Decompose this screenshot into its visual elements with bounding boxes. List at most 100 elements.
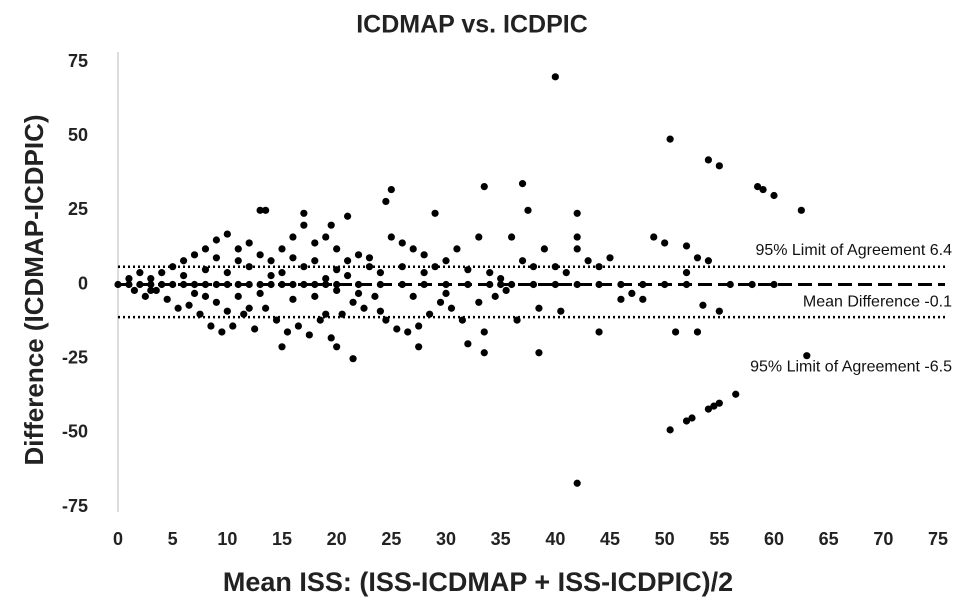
point [409, 245, 417, 253]
point [174, 304, 182, 312]
point [426, 310, 434, 318]
x-tick-label: 45 [600, 529, 620, 549]
point [458, 316, 466, 324]
point [333, 266, 341, 274]
point [595, 328, 603, 336]
point [256, 280, 264, 289]
point [529, 263, 538, 271]
x-tick-label: 70 [873, 529, 893, 549]
point [415, 343, 423, 351]
point [508, 233, 516, 241]
point [180, 280, 188, 289]
y-tick-label: 75 [68, 51, 88, 71]
point [387, 233, 395, 241]
point [223, 269, 231, 277]
point [436, 298, 445, 306]
point [693, 328, 702, 336]
point [693, 254, 702, 262]
point [267, 257, 275, 265]
point [136, 269, 144, 277]
point [371, 292, 379, 300]
point [480, 349, 488, 357]
point [573, 209, 581, 217]
y-tick-label: -25 [62, 347, 88, 367]
point [262, 206, 270, 214]
point [262, 304, 270, 312]
point [617, 295, 625, 303]
point [201, 292, 210, 300]
point [513, 316, 521, 324]
point [382, 316, 390, 324]
x-tick-label: 25 [381, 529, 401, 549]
point [387, 185, 395, 194]
point [130, 286, 138, 295]
point [333, 286, 341, 295]
point [322, 310, 330, 318]
point [201, 245, 210, 253]
point [551, 73, 559, 81]
annotation: 95% Limit of Agreement -6.5 [750, 358, 952, 375]
point [360, 304, 368, 312]
point [267, 280, 275, 289]
point [245, 239, 253, 247]
point [562, 269, 570, 277]
point [136, 280, 144, 289]
point [415, 322, 423, 330]
point [710, 402, 718, 410]
point [349, 355, 357, 363]
point [234, 245, 242, 253]
point [223, 307, 231, 315]
point [169, 280, 177, 289]
point [797, 206, 805, 214]
point [147, 274, 155, 283]
point [294, 322, 302, 330]
point [803, 352, 811, 360]
point [442, 280, 450, 289]
point [682, 269, 691, 277]
point [190, 280, 199, 289]
point [759, 185, 767, 194]
x-tick-label: 15 [272, 529, 292, 549]
point [125, 274, 133, 283]
point [480, 328, 488, 336]
y-tick-label: -75 [62, 496, 88, 516]
point [267, 272, 275, 280]
point [300, 280, 308, 289]
x-tick-label: 50 [655, 529, 675, 549]
point [125, 280, 133, 289]
point [114, 280, 122, 289]
point [327, 221, 335, 229]
point [190, 289, 199, 297]
point [595, 280, 603, 289]
point [354, 251, 363, 259]
point [661, 280, 669, 289]
point [508, 280, 516, 289]
point [316, 316, 324, 324]
point [398, 280, 406, 289]
point [311, 280, 319, 289]
point [688, 414, 696, 422]
point [398, 239, 406, 247]
x-tick-label: 35 [491, 529, 511, 549]
point [551, 263, 559, 271]
point [311, 257, 319, 265]
point [754, 183, 762, 191]
point [289, 280, 297, 289]
point [311, 292, 319, 300]
point [278, 343, 286, 351]
x-tick-label: 55 [709, 529, 729, 549]
x-tick-label: 20 [327, 529, 347, 549]
point [650, 233, 658, 241]
point [333, 245, 341, 253]
point [420, 269, 428, 277]
point [551, 280, 559, 289]
point [398, 263, 406, 271]
point [732, 390, 740, 398]
point [666, 426, 674, 434]
x-tick-label: 75 [928, 529, 948, 549]
point [354, 289, 363, 297]
point [223, 280, 231, 289]
point [344, 272, 352, 280]
point [404, 328, 412, 336]
point [300, 263, 308, 271]
